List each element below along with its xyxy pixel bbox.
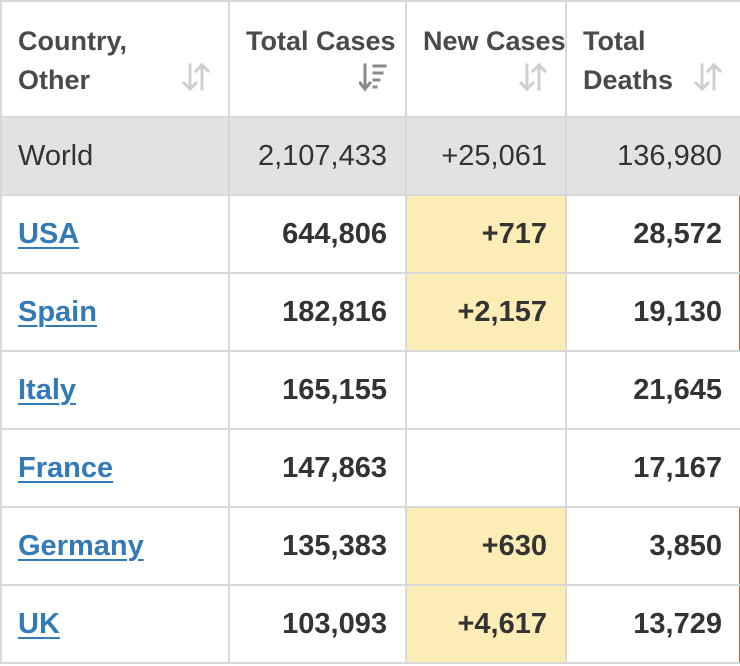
sort-arrows-icon[interactable]: [519, 62, 547, 92]
country-cell: Italy: [0, 350, 230, 430]
new-cases-cell: +4,617: [405, 584, 567, 664]
sort-arrows-icon[interactable]: [694, 62, 722, 92]
column-header-total-deaths[interactable]: Total Deaths: [565, 0, 740, 118]
total-deaths-cell: 28,572: [565, 194, 740, 274]
country-link[interactable]: Germany: [18, 529, 144, 562]
column-header-label: Country, Other: [18, 26, 127, 95]
total-deaths-cell: 19,130: [565, 272, 740, 352]
total-deaths-value: 3,850: [649, 529, 722, 562]
total-cases-cell: 644,806: [228, 194, 407, 274]
total-deaths-cell: 136,980: [565, 116, 740, 196]
country-cell: Spain: [0, 272, 230, 352]
column-header-new-cases[interactable]: New Cases: [405, 0, 567, 118]
total-cases-cell: 2,107,433: [228, 116, 407, 196]
total-cases-cell: 135,383: [228, 506, 407, 586]
new-cases-cell: +25,061: [405, 116, 567, 196]
new-cases-cell: [405, 428, 567, 508]
column-header-label: Total Deaths: [583, 26, 674, 95]
total-cases-cell: 182,816: [228, 272, 407, 352]
total-deaths-cell: 17,167: [565, 428, 740, 508]
country-cell: World: [0, 116, 230, 196]
new-cases-cell: [405, 350, 567, 430]
total-deaths-value: 19,130: [633, 295, 722, 328]
header-row: Country, Other Total Cases: [0, 0, 740, 118]
new-cases-cell: +717: [405, 194, 567, 274]
total-cases-cell: 165,155: [228, 350, 407, 430]
table-row: France 147,863 17,167: [0, 428, 740, 508]
table-row: Germany 135,383 +630 3,850: [0, 506, 740, 586]
column-header-label: Total Cases: [246, 26, 396, 56]
country-link[interactable]: UK: [18, 607, 60, 640]
country-cell: Germany: [0, 506, 230, 586]
total-cases-cell: 147,863: [228, 428, 407, 508]
country-link[interactable]: Italy: [18, 373, 77, 406]
sort-arrows-icon[interactable]: [182, 62, 210, 92]
column-header-total-cases[interactable]: Total Cases: [228, 0, 407, 118]
column-header-label: New Cases: [423, 26, 566, 56]
total-deaths-value: 13,729: [633, 607, 722, 640]
total-deaths-value: 21,645: [633, 373, 722, 406]
table-row: Italy 165,155 21,645: [0, 350, 740, 430]
country-link[interactable]: Spain: [18, 295, 97, 328]
column-header-country[interactable]: Country, Other: [0, 0, 230, 118]
table-row-world: World 2,107,433 +25,061 136,980: [0, 116, 740, 196]
country-link[interactable]: USA: [18, 217, 80, 250]
total-deaths-cell: 21,645: [565, 350, 740, 430]
total-deaths-value: 28,572: [633, 217, 722, 250]
country-cell: USA: [0, 194, 230, 274]
table-row: USA 644,806 +717 28,572: [0, 194, 740, 274]
country-cell: UK: [0, 584, 230, 664]
table-row: UK 103,093 +4,617 13,729: [0, 584, 740, 664]
country-link[interactable]: France: [18, 451, 114, 484]
total-deaths-value: 17,167: [633, 451, 722, 484]
table-row: Spain 182,816 +2,157 19,130: [0, 272, 740, 352]
total-deaths-cell: 3,850: [565, 506, 740, 586]
new-cases-cell: +2,157: [405, 272, 567, 352]
total-deaths-cell: 13,729: [565, 584, 740, 664]
total-cases-cell: 103,093: [228, 584, 407, 664]
country-cell: France: [0, 428, 230, 508]
new-cases-cell: +630: [405, 506, 567, 586]
sort-descending-icon[interactable]: [359, 62, 387, 92]
